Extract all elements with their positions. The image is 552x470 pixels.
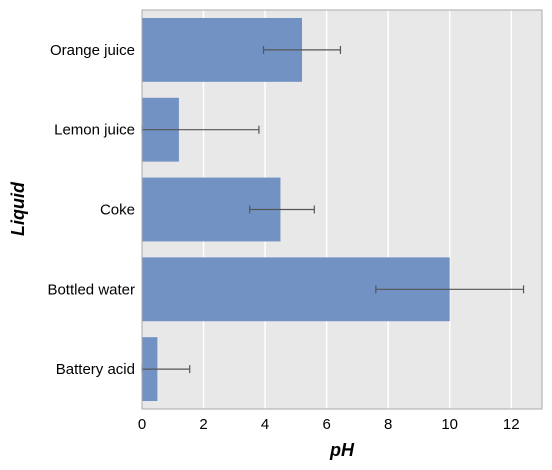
y-tick-label: Battery acid [56,361,135,378]
x-tick-label: 4 [261,416,269,433]
x-tick-labels: 0 2 4 6 8 10 12 [138,416,520,433]
error-bars [141,45,525,374]
y-axis-title: Liquid [8,181,28,236]
y-tick-label: Lemon juice [54,122,135,139]
x-axis-title: pH [329,440,355,460]
y-tick-label: Bottled water [47,281,135,298]
x-tick-label: 0 [138,416,146,433]
x-tick-label: 6 [322,416,330,433]
x-tick-label: 2 [199,416,207,433]
plot-frame [141,9,543,410]
x-tick-label: 10 [441,416,458,433]
x-tick-label: 8 [384,416,392,433]
y-tick-label: Coke [100,202,135,219]
y-tick-labels: Orange juice Lemon juice Coke Bottled water… [47,42,135,378]
y-tick-label: Orange juice [50,42,135,59]
x-tick-label: 12 [503,416,520,433]
